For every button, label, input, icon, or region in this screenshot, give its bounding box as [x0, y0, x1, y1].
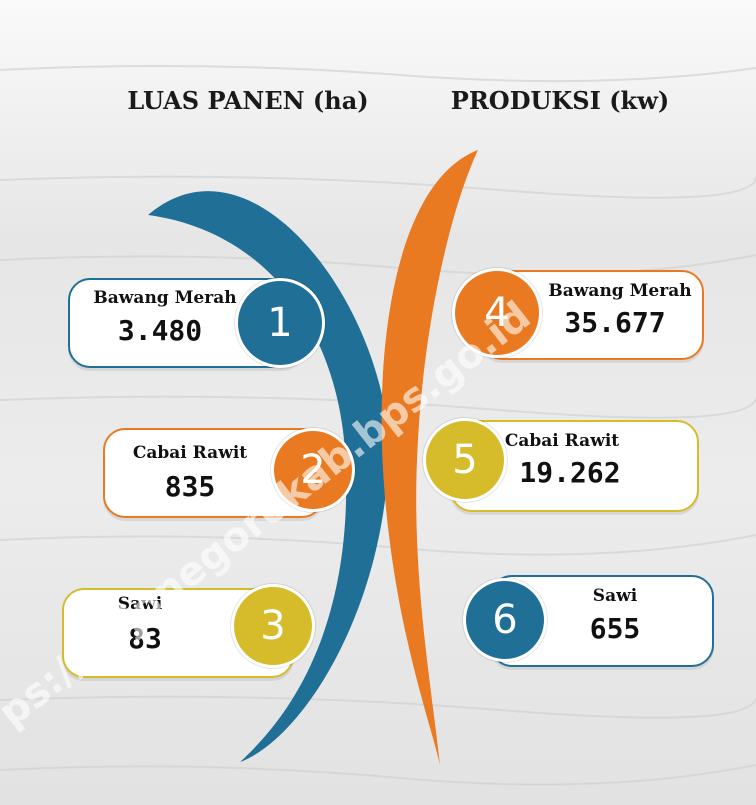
item-label: Cabai Rawit — [504, 431, 620, 451]
orange-arc — [381, 150, 478, 765]
blue-arc — [148, 191, 389, 762]
item-value: 83 — [128, 622, 162, 655]
item-label: Sawi — [592, 586, 638, 606]
item-label: Bawang Merah — [548, 281, 692, 301]
item-value: 835 — [164, 470, 216, 503]
section-title: PRODUKSI (kw) — [450, 86, 670, 115]
item-number: 4 — [452, 268, 542, 358]
item-label: Sawi — [117, 594, 163, 614]
section-title: LUAS PANEN (ha) — [127, 86, 369, 115]
item-number: 5 — [423, 418, 507, 502]
item-label: Bawang Merah — [93, 288, 237, 308]
item-value: 35.677 — [564, 306, 666, 339]
item-label: Cabai Rawit — [132, 443, 248, 463]
item-value: 19.262 — [519, 456, 621, 489]
item-number: 1 — [235, 278, 325, 368]
item-value: 655 — [589, 612, 641, 645]
item-value: 3.480 — [117, 314, 203, 347]
item-number: 2 — [271, 428, 355, 512]
item-number: 3 — [231, 584, 315, 668]
item-number: 6 — [463, 578, 547, 662]
